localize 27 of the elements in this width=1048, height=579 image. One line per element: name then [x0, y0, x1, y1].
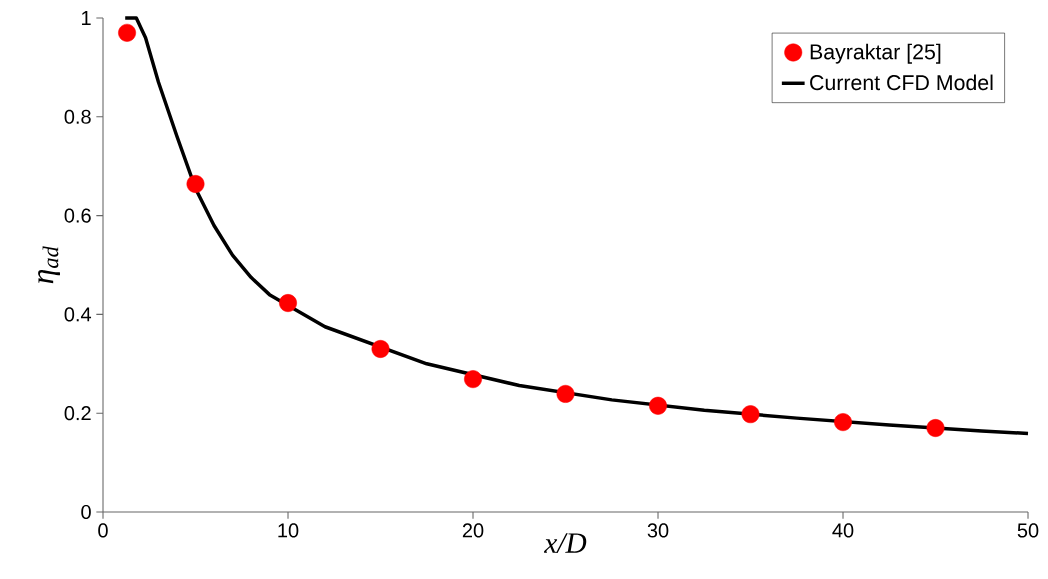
y-tick-label: 1 — [82, 11, 91, 25]
x-tick-label: 0 — [98, 523, 108, 538]
point — [926, 419, 945, 437]
point — [186, 175, 205, 193]
point — [649, 396, 667, 415]
point — [118, 23, 136, 42]
point — [834, 413, 852, 432]
point — [371, 340, 390, 358]
line-series — [123, 16, 1030, 436]
legend-label: Current CFD Model — [810, 74, 993, 91]
x-tick-label: 30 — [647, 523, 669, 538]
point — [464, 370, 482, 389]
point — [279, 294, 297, 312]
y-axis-title: η$_{ad}$ — [38, 246, 60, 284]
legend-label: Bayraktar [25] — [810, 43, 941, 64]
point — [556, 385, 575, 403]
y-tick-label: 0.6 — [64, 208, 91, 223]
x-tick-label: 10 — [278, 523, 299, 538]
point — [741, 405, 760, 424]
y-tick-label: 0.8 — [64, 109, 91, 124]
x-axis-title: x/D — [543, 533, 587, 553]
x-tick-label: 50 — [1017, 523, 1039, 538]
x-tick-label: 40 — [832, 523, 854, 538]
y-tick-label: 0.4 — [64, 307, 92, 322]
y-tick-label: 0.2 — [64, 406, 91, 421]
y-tick-label: 0 — [81, 504, 91, 520]
x-tick-label: 20 — [462, 523, 484, 538]
